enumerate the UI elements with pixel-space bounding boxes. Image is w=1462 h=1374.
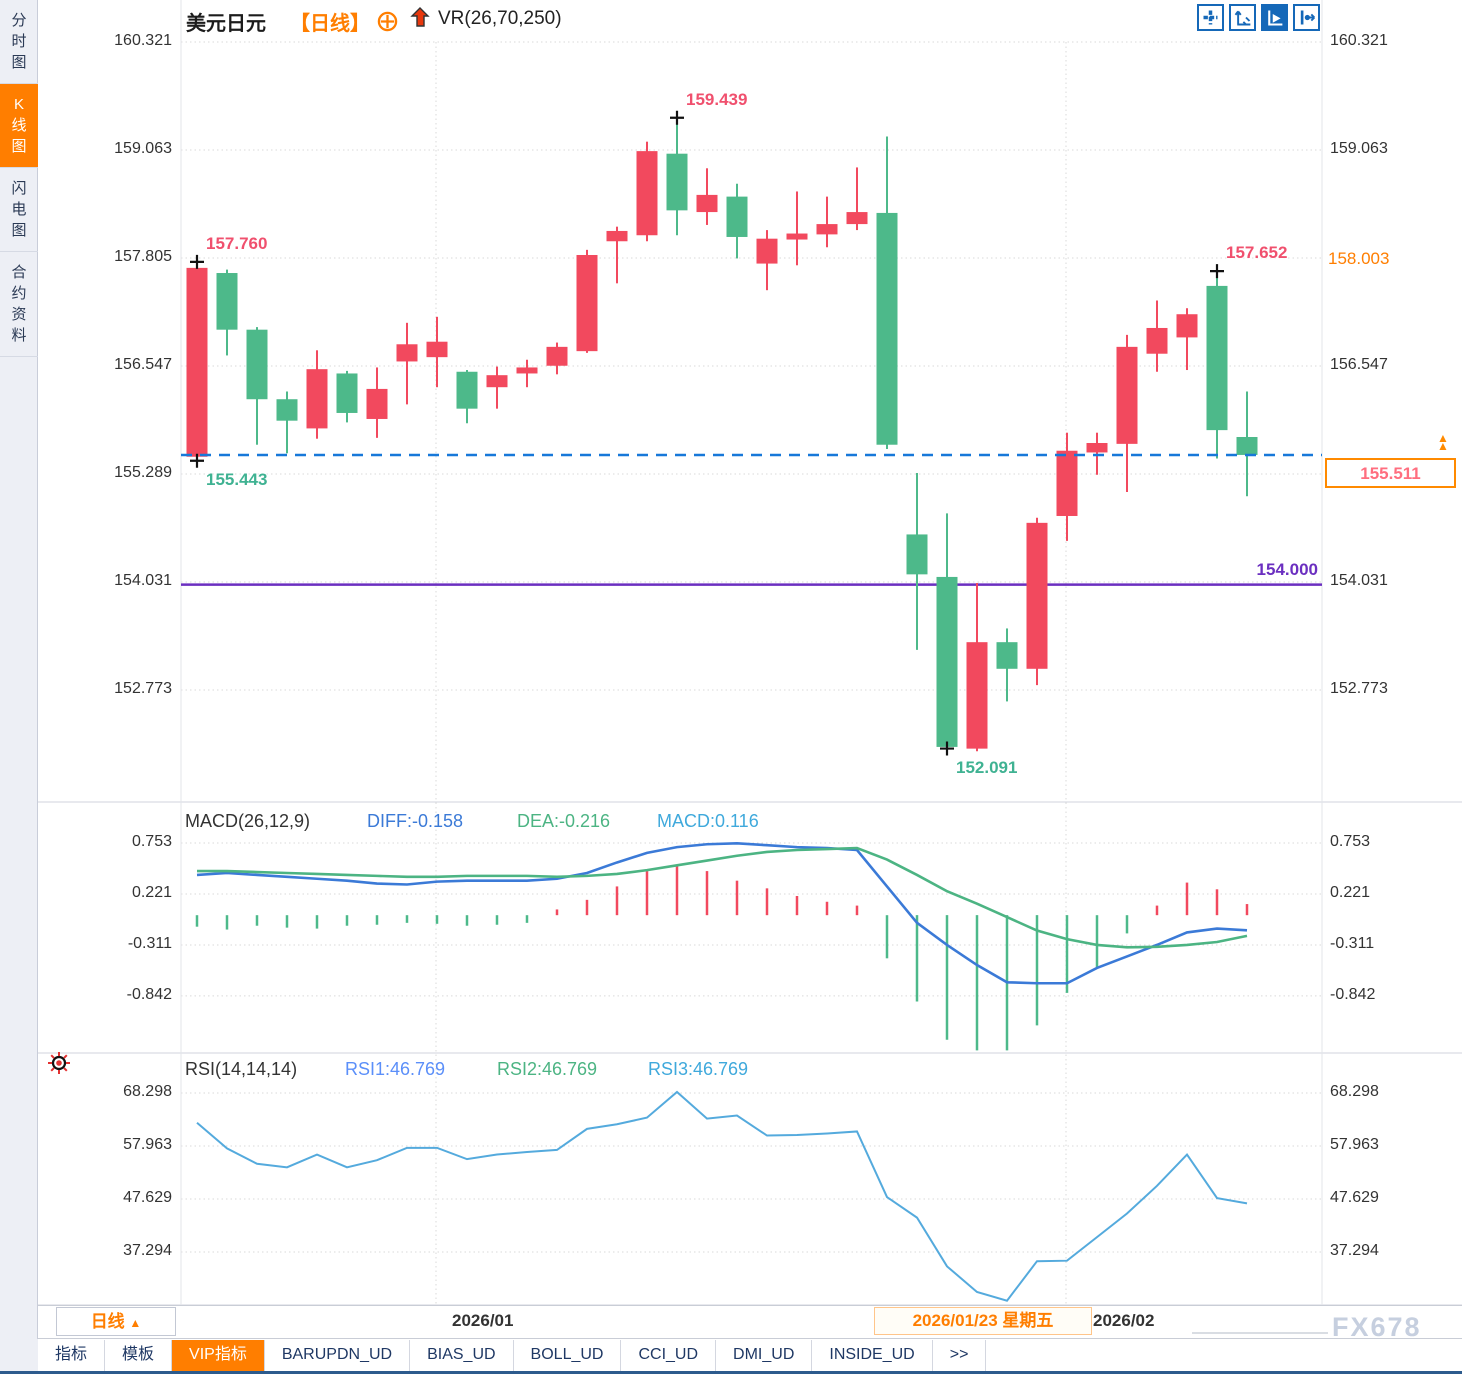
- candle: [1086, 443, 1108, 453]
- candle: [516, 367, 538, 374]
- indicator-tab-指标[interactable]: 指标: [38, 1340, 106, 1371]
- candle: [1176, 314, 1198, 338]
- candle: [936, 576, 958, 747]
- candle: [636, 151, 658, 236]
- indicator-tab-CCI_UD[interactable]: CCI_UD: [621, 1340, 717, 1371]
- sidebar-tab-分时图[interactable]: 分时图: [0, 0, 38, 84]
- candle: [1056, 450, 1078, 516]
- go-latest-icon[interactable]: [1293, 4, 1320, 31]
- indicator-tab-BARUPDN_UD[interactable]: BARUPDN_UD: [265, 1340, 411, 1371]
- indicator-tab-模板[interactable]: 模板: [105, 1340, 173, 1371]
- indicator-tab-BOLL_UD[interactable]: BOLL_UD: [514, 1340, 622, 1371]
- candle: [876, 212, 898, 445]
- candle: [456, 371, 478, 409]
- candle: [996, 642, 1018, 669]
- candle: [1116, 346, 1138, 444]
- chart-toolbar: [1197, 4, 1320, 31]
- indicator-tab-DMI_UD[interactable]: DMI_UD: [716, 1340, 813, 1371]
- candle: [1206, 285, 1228, 431]
- candle: [906, 534, 928, 575]
- candle: [546, 346, 568, 366]
- indicator-tab-VIP指标[interactable]: VIP指标: [172, 1340, 265, 1371]
- candle: [276, 399, 298, 421]
- candle: [606, 230, 628, 242]
- candle: [396, 344, 418, 362]
- sidebar-tab-合约资料[interactable]: 合约资料: [0, 252, 38, 357]
- candle: [726, 196, 748, 237]
- scale-axes-icon[interactable]: [1229, 4, 1256, 31]
- period-selector[interactable]: 日线 ▲: [56, 1307, 176, 1336]
- crosshair-add-icon[interactable]: [377, 11, 398, 32]
- candle: [366, 388, 388, 419]
- candle: [1026, 522, 1048, 669]
- candle: [966, 642, 988, 749]
- candle: [786, 233, 808, 240]
- candle: [216, 273, 238, 330]
- period-selector-label: 日线: [90, 1312, 125, 1331]
- indicator-tab-INSIDE_UD[interactable]: INSIDE_UD: [812, 1340, 933, 1371]
- candle: [486, 375, 508, 388]
- indicator-tabbar: 指标 模板 VIP指标 BARUPDN_UD BIAS_UD BOLL_UD CCI_UD D…: [38, 1340, 1462, 1371]
- candle: [1236, 436, 1258, 455]
- candle: [666, 153, 688, 211]
- candle: [1146, 327, 1168, 354]
- pan-icon[interactable]: [1197, 4, 1224, 31]
- sidebar-tab-闪电图[interactable]: 闪电图: [0, 168, 38, 252]
- auto-scale-icon[interactable]: [1261, 4, 1288, 31]
- candle: [246, 329, 268, 400]
- indicator-tab-BIAS_UD[interactable]: BIAS_UD: [410, 1340, 514, 1371]
- more-tabs-button[interactable]: >>: [933, 1340, 987, 1371]
- triangle-up-icon: ▲: [129, 1316, 142, 1330]
- candle: [756, 238, 778, 264]
- candle: [846, 212, 868, 225]
- candle: [696, 194, 718, 213]
- candle: [816, 224, 838, 235]
- candle: [576, 254, 598, 352]
- candle: [336, 373, 358, 413]
- live-target-icon[interactable]: [45, 1049, 73, 1077]
- candle: [306, 369, 328, 429]
- candle: [186, 267, 208, 457]
- candle: [426, 341, 448, 358]
